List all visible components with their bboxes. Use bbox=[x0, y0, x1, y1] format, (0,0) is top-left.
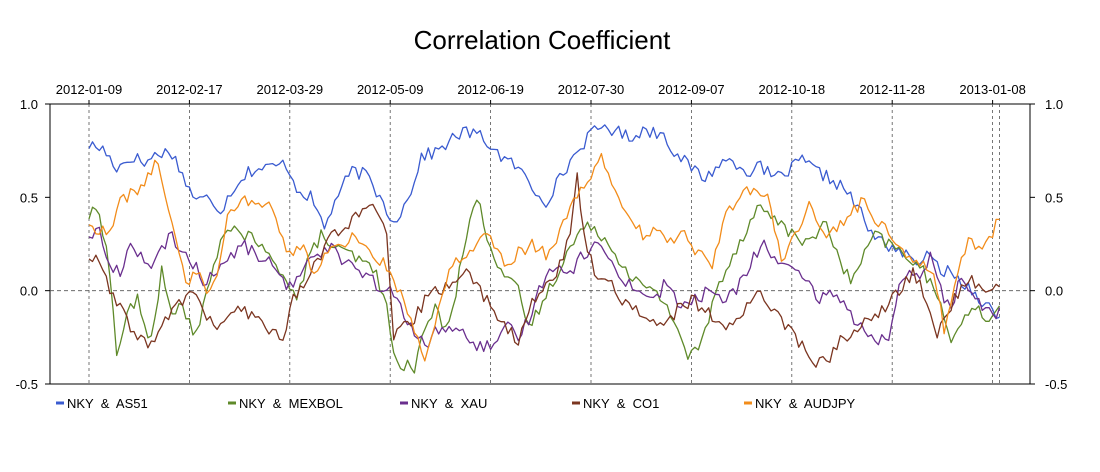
series-line-4 bbox=[88, 172, 1000, 368]
y-tick-label-right: 1.0 bbox=[1045, 97, 1063, 112]
y-tick-label: 1.0 bbox=[20, 97, 38, 112]
y-tick-label: 0.5 bbox=[20, 190, 38, 205]
x-axis-top: 2012-01-09 2012-02-17 2012-03-29 2012-05-09… bbox=[56, 82, 1026, 104]
series-line-2 bbox=[88, 199, 1001, 374]
legend-label-3: NKY & XAU bbox=[411, 396, 487, 411]
x-tick-label: 2012-03-29 bbox=[257, 82, 324, 97]
x-tick-label: 2012-09-07 bbox=[658, 82, 725, 97]
chart-title: Correlation Coefficient bbox=[414, 25, 672, 55]
plot-area bbox=[49, 103, 1031, 385]
legend-label-4: NKY & CO1 bbox=[583, 396, 659, 411]
y-axis-left: 1.0 0.5 0.0 -0.5 bbox=[16, 97, 50, 392]
series-line-5 bbox=[88, 152, 1000, 362]
y-tick-label-right: -0.5 bbox=[1045, 377, 1067, 392]
y-tick-label: -0.5 bbox=[16, 377, 38, 392]
y-tick-label-right: 0.5 bbox=[1045, 190, 1063, 205]
x-tick-label: 2012-06-19 bbox=[457, 82, 524, 97]
x-tick-label: 2012-01-09 bbox=[56, 82, 123, 97]
x-tick-label: 2012-07-30 bbox=[558, 82, 625, 97]
x-tick-label: 2013-01-08 bbox=[959, 82, 1026, 97]
legend-label-1: NKY & AS51 bbox=[67, 396, 148, 411]
x-tick-label: 2012-05-09 bbox=[357, 82, 424, 97]
y-tick-label: 0.0 bbox=[20, 284, 38, 299]
y-axis-right: 1.0 0.5 0.0 -0.5 bbox=[1030, 97, 1067, 392]
x-tick-label: 2012-02-17 bbox=[156, 82, 223, 97]
legend: NKY & AS51 NKY & MEXBOL NKY & XAU NKY & CO1… bbox=[56, 396, 856, 411]
series-line-3 bbox=[88, 226, 1001, 353]
grid-lines bbox=[50, 104, 1030, 384]
series-lines bbox=[88, 124, 1001, 374]
legend-label-5: NKY & AUDJPY bbox=[755, 396, 856, 411]
legend-label-2: NKY & MEXBOL bbox=[239, 396, 343, 411]
y-tick-label-right: 0.0 bbox=[1045, 284, 1063, 299]
series-line-1 bbox=[88, 124, 1000, 320]
x-tick-label: 2012-11-28 bbox=[859, 82, 925, 97]
x-tick-label: 2012-10-18 bbox=[759, 82, 826, 97]
